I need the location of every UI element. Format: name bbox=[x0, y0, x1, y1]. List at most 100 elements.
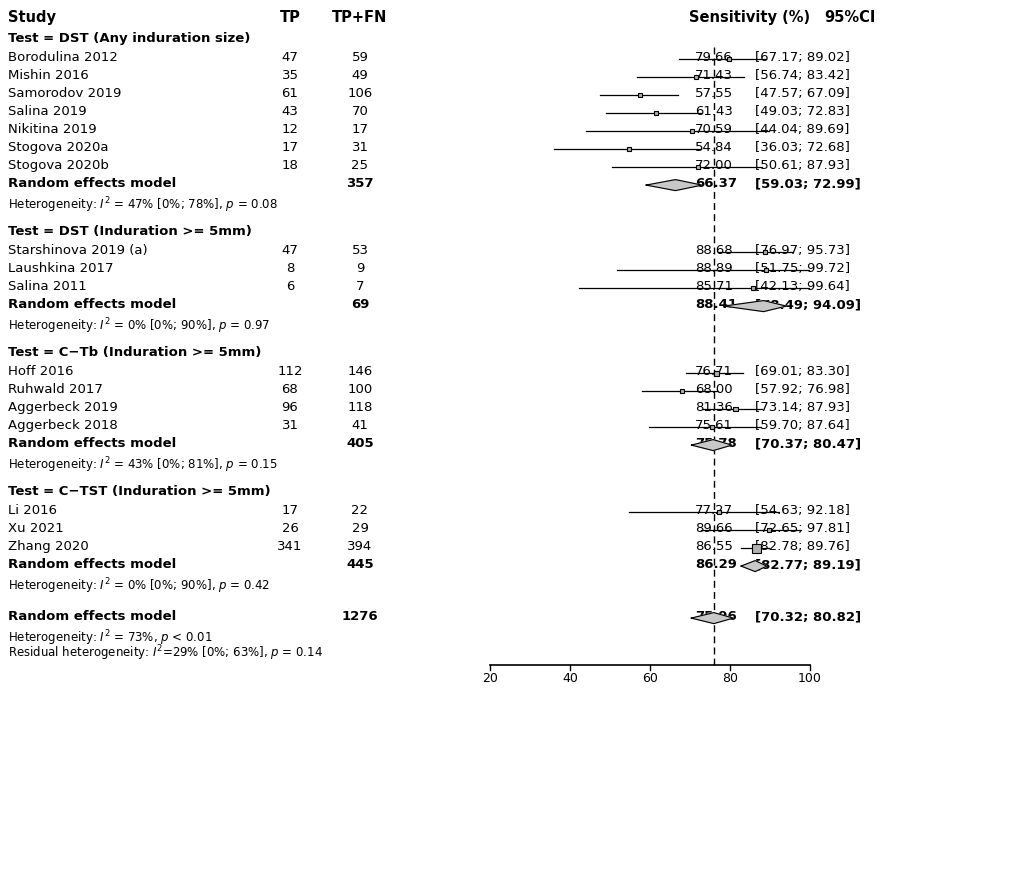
Text: 25: 25 bbox=[351, 159, 369, 172]
Text: Ruhwald 2017: Ruhwald 2017 bbox=[8, 383, 102, 396]
Bar bbox=[767, 528, 771, 532]
Text: [76.97; 95.73]: [76.97; 95.73] bbox=[755, 244, 850, 257]
Text: 100: 100 bbox=[798, 672, 822, 685]
Text: 6: 6 bbox=[286, 280, 294, 293]
Text: 357: 357 bbox=[346, 177, 374, 190]
Text: Zhang 2020: Zhang 2020 bbox=[8, 540, 89, 553]
Text: Salina 2011: Salina 2011 bbox=[8, 280, 87, 293]
Polygon shape bbox=[691, 439, 732, 451]
Bar bbox=[690, 129, 694, 133]
Text: 405: 405 bbox=[346, 437, 374, 450]
Text: 394: 394 bbox=[347, 540, 373, 553]
Bar bbox=[715, 370, 719, 376]
Text: Heterogeneity: $I^2$ = 43% [0%; 81%], $p$ = 0.15: Heterogeneity: $I^2$ = 43% [0%; 81%], $p… bbox=[8, 455, 278, 475]
Text: Mishin 2016: Mishin 2016 bbox=[8, 69, 89, 82]
Text: 77.27: 77.27 bbox=[695, 504, 733, 517]
Text: Random effects model: Random effects model bbox=[8, 177, 176, 190]
Text: 146: 146 bbox=[347, 365, 373, 378]
Text: Sensitivity (%): Sensitivity (%) bbox=[689, 10, 811, 25]
Text: Heterogeneity: $I^2$ = 0% [0%; 90%], $p$ = 0.42: Heterogeneity: $I^2$ = 0% [0%; 90%], $p$… bbox=[8, 576, 270, 595]
Bar bbox=[628, 147, 632, 151]
Text: 57.55: 57.55 bbox=[695, 87, 733, 100]
Text: 72.00: 72.00 bbox=[695, 159, 733, 172]
Text: Laushkina 2017: Laushkina 2017 bbox=[8, 262, 114, 275]
Text: Starshinova 2019 (a): Starshinova 2019 (a) bbox=[8, 244, 147, 257]
Text: 1276: 1276 bbox=[342, 610, 378, 623]
Text: [59.70; 87.64]: [59.70; 87.64] bbox=[755, 419, 850, 432]
Text: 86.55: 86.55 bbox=[695, 540, 733, 553]
Text: [56.74; 83.42]: [56.74; 83.42] bbox=[755, 69, 850, 82]
Text: 22: 22 bbox=[351, 504, 369, 517]
Text: [70.32; 80.82]: [70.32; 80.82] bbox=[755, 610, 861, 623]
Text: Heterogeneity: $I^2$ = 73%, $p$ < 0.01: Heterogeneity: $I^2$ = 73%, $p$ < 0.01 bbox=[8, 628, 212, 647]
Text: Hoff 2016: Hoff 2016 bbox=[8, 365, 74, 378]
Bar bbox=[752, 543, 761, 552]
Text: 66.37: 66.37 bbox=[695, 177, 737, 190]
Bar bbox=[751, 286, 755, 290]
Bar bbox=[764, 268, 768, 273]
Text: 88.68: 88.68 bbox=[695, 244, 732, 257]
Text: 76.71: 76.71 bbox=[695, 365, 733, 378]
Text: [54.63; 92.18]: [54.63; 92.18] bbox=[755, 504, 850, 517]
Text: 43: 43 bbox=[282, 105, 298, 118]
Text: 70.59: 70.59 bbox=[695, 123, 733, 136]
Text: [82.77; 89.19]: [82.77; 89.19] bbox=[755, 558, 861, 571]
Text: [78.49; 94.09]: [78.49; 94.09] bbox=[755, 298, 861, 311]
Text: 26: 26 bbox=[282, 522, 298, 535]
Bar bbox=[638, 93, 642, 97]
Text: 75.78: 75.78 bbox=[695, 437, 736, 450]
Text: 445: 445 bbox=[346, 558, 374, 571]
Text: Aggerbeck 2019: Aggerbeck 2019 bbox=[8, 401, 118, 414]
Text: 60: 60 bbox=[642, 672, 658, 685]
Text: 17: 17 bbox=[351, 123, 369, 136]
Text: Random effects model: Random effects model bbox=[8, 610, 176, 623]
Bar bbox=[653, 111, 657, 115]
Text: [69.01; 83.30]: [69.01; 83.30] bbox=[755, 365, 850, 378]
Polygon shape bbox=[691, 613, 733, 624]
Text: 53: 53 bbox=[351, 244, 369, 257]
Text: TP+FN: TP+FN bbox=[333, 10, 388, 25]
Text: 68.00: 68.00 bbox=[695, 383, 732, 396]
Text: [67.17; 89.02]: [67.17; 89.02] bbox=[755, 51, 850, 64]
Text: 118: 118 bbox=[347, 401, 373, 414]
Polygon shape bbox=[724, 301, 786, 311]
Text: 71.43: 71.43 bbox=[695, 69, 733, 82]
Text: 70: 70 bbox=[351, 105, 369, 118]
Text: 61: 61 bbox=[282, 87, 298, 100]
Bar bbox=[717, 510, 721, 514]
Bar bbox=[727, 57, 731, 61]
Text: 61.43: 61.43 bbox=[695, 105, 733, 118]
Text: Heterogeneity: $I^2$ = 47% [0%; 78%], $p$ = 0.08: Heterogeneity: $I^2$ = 47% [0%; 78%], $p… bbox=[8, 195, 279, 214]
Text: Test = C−TST (Induration >= 5mm): Test = C−TST (Induration >= 5mm) bbox=[8, 485, 270, 498]
Text: 96: 96 bbox=[282, 401, 298, 414]
Text: Test = DST (Induration >= 5mm): Test = DST (Induration >= 5mm) bbox=[8, 225, 252, 238]
Text: [59.03; 72.99]: [59.03; 72.99] bbox=[755, 177, 861, 190]
Text: Test = C−Tb (Induration >= 5mm): Test = C−Tb (Induration >= 5mm) bbox=[8, 346, 261, 359]
Text: 75.61: 75.61 bbox=[695, 419, 733, 432]
Text: 31: 31 bbox=[351, 141, 369, 154]
Text: 31: 31 bbox=[282, 419, 299, 432]
Text: Stogova 2020b: Stogova 2020b bbox=[8, 159, 109, 172]
Text: 41: 41 bbox=[351, 419, 369, 432]
Text: Salina 2019: Salina 2019 bbox=[8, 105, 87, 118]
Text: 85.71: 85.71 bbox=[695, 280, 733, 293]
Text: 35: 35 bbox=[282, 69, 299, 82]
Text: [50.61; 87.93]: [50.61; 87.93] bbox=[755, 159, 850, 172]
Text: [73.14; 87.93]: [73.14; 87.93] bbox=[755, 401, 850, 414]
Text: 40: 40 bbox=[562, 672, 578, 685]
Text: 106: 106 bbox=[347, 87, 373, 100]
Polygon shape bbox=[741, 561, 767, 572]
Text: 54.84: 54.84 bbox=[695, 141, 733, 154]
Text: 68: 68 bbox=[282, 383, 298, 396]
Text: Study: Study bbox=[8, 10, 56, 25]
Text: 59: 59 bbox=[351, 51, 369, 64]
Text: [49.03; 72.83]: [49.03; 72.83] bbox=[755, 105, 850, 118]
Text: 9: 9 bbox=[355, 262, 365, 275]
Text: 100: 100 bbox=[347, 383, 373, 396]
Text: 95%CI: 95%CI bbox=[824, 10, 876, 25]
Text: TP: TP bbox=[280, 10, 300, 25]
Text: 47: 47 bbox=[282, 244, 298, 257]
Text: 81.36: 81.36 bbox=[695, 401, 733, 414]
Text: 8: 8 bbox=[286, 262, 294, 275]
Text: 18: 18 bbox=[282, 159, 298, 172]
